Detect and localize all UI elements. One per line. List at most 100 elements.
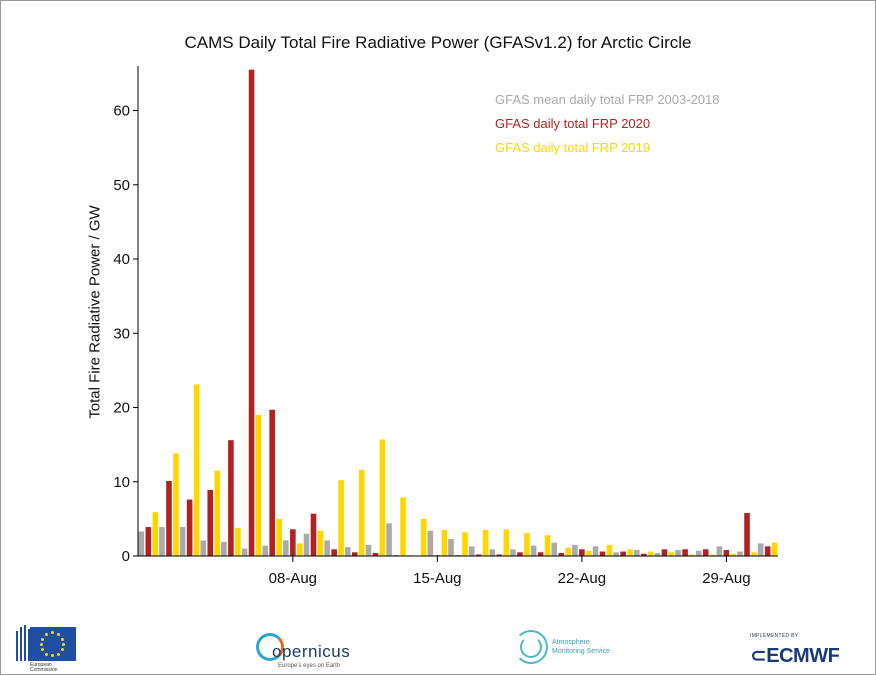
bar-2-12-Aug <box>379 439 386 556</box>
bar-0-10-Aug <box>324 540 330 556</box>
bar-1-24-Aug <box>620 551 626 556</box>
bar-2-13-Aug <box>400 497 406 556</box>
bar-1-18-Aug <box>496 554 503 556</box>
bar-1-27-Aug <box>682 549 688 556</box>
bar-2-16-Aug <box>462 532 468 556</box>
bar-2-07-Aug <box>276 518 282 556</box>
bar-2-28-Aug <box>709 554 716 556</box>
bar-0-08-Aug <box>283 540 289 556</box>
bar-0-09-Aug <box>303 533 310 556</box>
y-tick-label-60: 60 <box>113 103 130 120</box>
x-tick-label-29-Aug: 29-Aug <box>702 570 750 587</box>
bar-2-01-Aug <box>152 512 159 556</box>
bar-2-19-Aug <box>524 532 530 556</box>
bar-2-20-Aug <box>544 535 551 556</box>
bar-0-19-Aug <box>510 549 516 556</box>
atmosphere-monitoring-logo: Atmosphere Monitoring Service <box>514 630 624 670</box>
legend-entry-2: GFAS daily total FRP 2019 <box>495 140 650 155</box>
bar-2-24-Aug <box>627 549 633 556</box>
copernicus-ring-icon <box>256 633 284 661</box>
bars-layer <box>138 69 778 557</box>
bar-2-30-Aug <box>751 552 757 556</box>
bar-1-26-Aug <box>661 549 668 556</box>
ecmwf-wordmark: ⊂ECMWF <box>750 645 840 667</box>
bar-1-02-Aug <box>166 481 172 556</box>
bar-1-12-Aug <box>372 553 379 556</box>
y-tick-label-10: 10 <box>113 474 130 491</box>
axes-layer: 0 10 20 30 40 50 60 08-Aug 15-Aug 22-Aug 29-Aug <box>113 66 778 587</box>
bar-2-03-Aug <box>193 384 200 556</box>
legend-entry-0: GFAS mean daily total FRP 2003-2018 <box>495 92 720 107</box>
bar-0-28-Aug <box>695 550 702 556</box>
bar-2-02-Aug <box>173 453 179 556</box>
bar-0-07-Aug <box>262 545 268 556</box>
bar-0-25-Aug <box>634 550 640 556</box>
bar-0-16-Aug <box>448 538 454 556</box>
bar-2-17-Aug <box>482 530 489 556</box>
bar-1-23-Aug <box>599 551 606 556</box>
y-tick-label-50: 50 <box>113 177 130 194</box>
bar-0-01-Aug <box>138 531 145 556</box>
bar-1-19-Aug <box>517 552 523 556</box>
european-commission-logo: European Commission <box>14 623 96 673</box>
bar-2-25-Aug <box>648 551 654 556</box>
bar-0-12-Aug <box>365 544 372 556</box>
ecmwf-implemented-by: IMPLEMENTED BY <box>750 633 799 639</box>
bar-1-07-Aug <box>269 409 275 556</box>
bar-1-06-Aug <box>248 69 255 557</box>
x-tick-label-08-Aug: 08-Aug <box>269 570 317 587</box>
bar-0-04-Aug <box>200 540 207 556</box>
bar-1-11-Aug <box>351 552 358 556</box>
bar-0-13-Aug <box>386 523 392 556</box>
legend: GFAS mean daily total FRP 2003-2018 GFAS … <box>495 92 720 155</box>
chart-title: CAMS Daily Total Fire Radiative Power (G… <box>184 33 692 52</box>
bar-2-04-Aug <box>214 470 221 556</box>
bar-0-31-Aug <box>757 543 764 556</box>
bar-1-21-Aug <box>558 553 565 556</box>
bar-0-23-Aug <box>592 546 599 556</box>
bar-0-15-Aug <box>427 530 434 556</box>
bar-0-03-Aug <box>179 527 186 556</box>
bar-2-06-Aug <box>255 414 262 556</box>
y-axis-label: Total Fire Radiative Power / GW <box>86 205 104 419</box>
bar-0-24-Aug <box>613 552 619 556</box>
bar-2-31-Aug <box>771 542 778 556</box>
logo-strip: European Commission opernicus Europe's e… <box>0 615 876 673</box>
y-tick-label-0: 0 <box>122 548 130 565</box>
bar-1-31-Aug <box>764 546 771 556</box>
bar-0-22-Aug <box>572 544 578 556</box>
bar-1-20-Aug <box>537 552 544 556</box>
y-tick-label-40: 40 <box>113 251 130 268</box>
bar-2-08-Aug <box>297 543 303 556</box>
bar-0-06-Aug <box>241 548 248 556</box>
bar-1-22-Aug <box>579 549 585 556</box>
bar-2-29-Aug <box>730 553 737 556</box>
bar-0-27-Aug <box>675 550 681 556</box>
bar-1-04-Aug <box>207 489 214 556</box>
bar-2-09-Aug <box>317 530 324 556</box>
bar-0-18-Aug <box>489 549 496 556</box>
bar-0-20-Aug <box>530 545 537 556</box>
ams-text: Atmosphere Monitoring Service <box>552 639 610 655</box>
bar-2-10-Aug <box>338 480 344 556</box>
bar-2-22-Aug <box>586 550 592 556</box>
bar-2-14-Aug <box>420 518 427 556</box>
bar-1-09-Aug <box>310 513 317 556</box>
bar-1-10-Aug <box>331 549 337 556</box>
ecmwf-logo: IMPLEMENTED BY ⊂ECMWF <box>748 633 858 673</box>
bar-0-30-Aug <box>737 551 743 556</box>
bar-0-21-Aug <box>551 542 558 556</box>
bar-0-11-Aug <box>344 547 351 556</box>
bar-2-27-Aug <box>689 554 695 556</box>
x-tick-label-22-Aug: 22-Aug <box>558 570 606 587</box>
bar-1-03-Aug <box>186 499 193 556</box>
copernicus-wordmark: opernicus <box>272 642 351 661</box>
bar-2-05-Aug <box>235 527 241 556</box>
bar-0-17-Aug <box>468 546 475 556</box>
bar-1-01-Aug <box>145 527 152 556</box>
bar-1-05-Aug <box>228 440 234 556</box>
copernicus-logo: opernicus Europe's eyes on Earth <box>256 633 356 671</box>
commission-building-icon <box>14 623 32 661</box>
bar-2-23-Aug <box>606 544 613 556</box>
